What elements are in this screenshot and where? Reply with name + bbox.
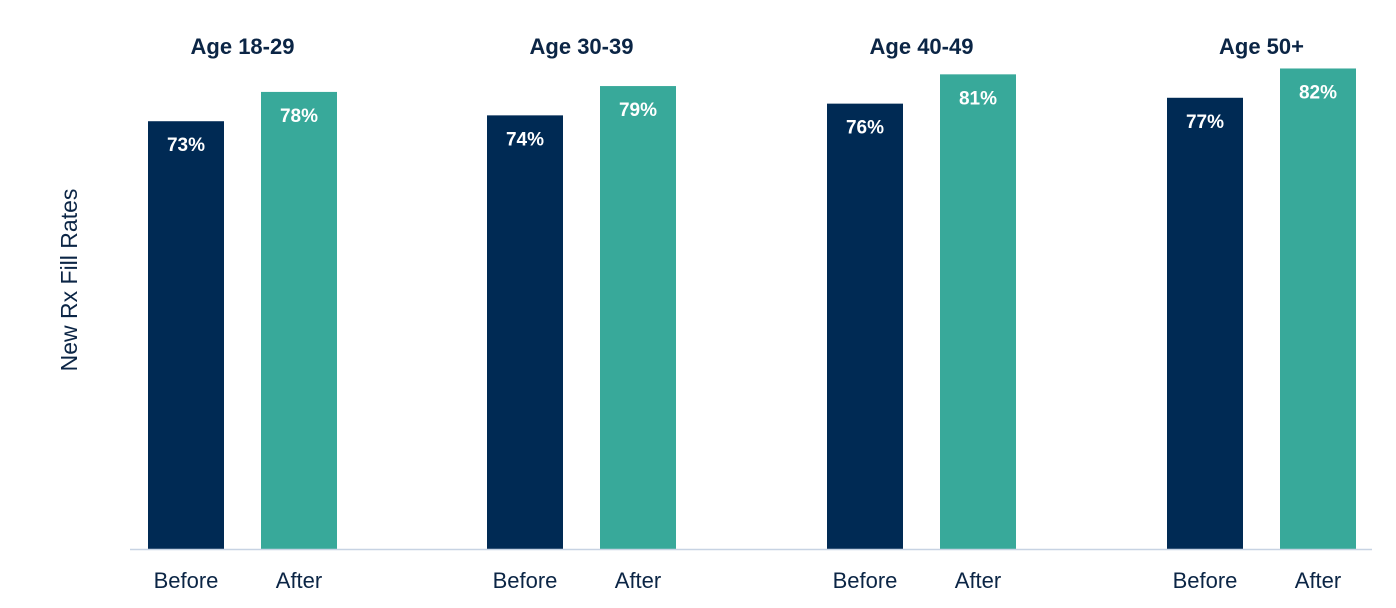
data-label: 81%: [959, 88, 997, 109]
category-label: Before: [833, 568, 898, 593]
y-axis-title: New Rx Fill Rates: [56, 189, 82, 372]
data-label: 76%: [846, 118, 884, 139]
bar-after: [1280, 68, 1356, 549]
data-label: 77%: [1186, 112, 1224, 133]
category-label: Before: [154, 568, 219, 593]
bar-after: [261, 91, 337, 550]
bar-after: [600, 86, 676, 549]
group-title: Age 30-39: [530, 34, 634, 59]
category-label: After: [1295, 568, 1341, 593]
group-title: Age 40-49: [870, 34, 974, 59]
category-label: After: [276, 568, 322, 593]
category-label: After: [615, 568, 661, 593]
bar-after: [940, 74, 1016, 549]
group-title: Age 50+: [1219, 34, 1304, 59]
plot-area: Age 18-29 73% Before 78% After Age 30-39 74% Be…: [148, 34, 1356, 593]
data-label: 74%: [506, 129, 544, 150]
data-label: 79%: [619, 100, 657, 121]
category-label: Before: [493, 568, 558, 593]
bar-before: [827, 103, 903, 549]
category-label: After: [955, 568, 1001, 593]
bar-before: [148, 121, 224, 549]
data-label: 82%: [1299, 82, 1337, 103]
data-label: 73%: [167, 135, 205, 156]
bar-before: [487, 115, 563, 550]
bar-before: [1167, 97, 1243, 549]
data-label: 78%: [280, 106, 318, 127]
category-label: Before: [1173, 568, 1238, 593]
group-title: Age 18-29: [191, 34, 295, 59]
